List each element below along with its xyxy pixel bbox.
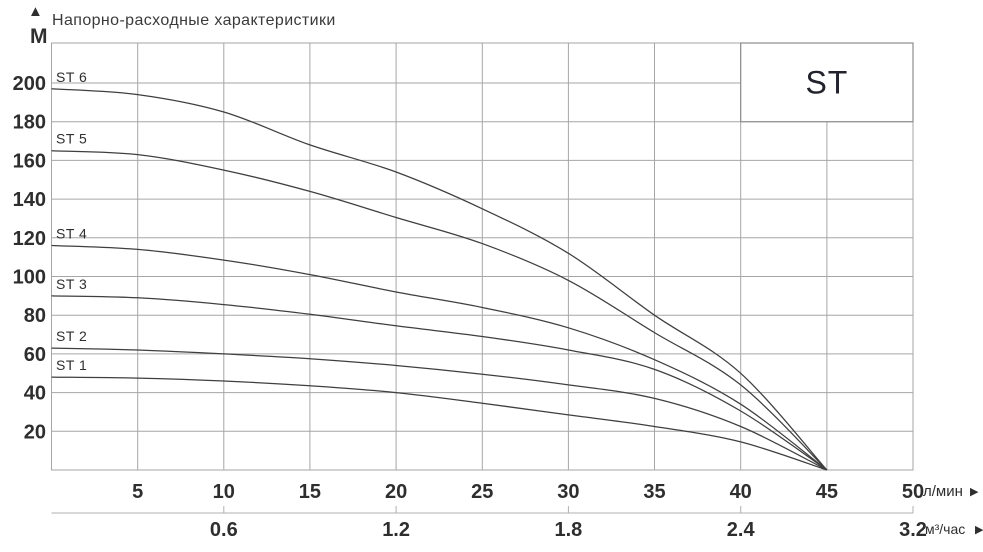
x-tick-label: 45 <box>816 481 838 503</box>
y-tick-label: 80 <box>24 305 46 327</box>
curve-label-st-5: ST 5 <box>56 131 87 147</box>
x2-tick-label: 0.6 <box>210 519 238 541</box>
x2-tick-label: 1.2 <box>382 519 410 541</box>
y-tick-label: 120 <box>13 228 46 250</box>
chart-title: Напорно-расходные характеристики <box>52 12 336 29</box>
x-tick-label: 20 <box>385 481 407 503</box>
series-badge-label: ST <box>805 64 848 100</box>
curve-label-st-1: ST 1 <box>56 357 87 373</box>
x-tick-label: 50 <box>902 481 924 503</box>
x-unit-label: л/мин <box>923 483 963 500</box>
y-tick-label: 60 <box>24 344 46 366</box>
curve-st-5 <box>51 150 828 471</box>
curve-st-3 <box>51 295 828 471</box>
x-tick-label: 30 <box>557 481 579 503</box>
y-tick-label: 140 <box>13 189 46 211</box>
x-tick-label: 25 <box>471 481 493 503</box>
curve-st-2 <box>51 347 828 471</box>
x2-tick-label: 3.2 <box>899 519 927 541</box>
x-tick-label: 40 <box>730 481 752 503</box>
x2-tick-label: 2.4 <box>727 519 756 541</box>
x-unit-arrow-icon: ▶ <box>970 486 979 498</box>
y-axis-unit-label: М <box>30 25 48 48</box>
y-tick-label: 180 <box>13 112 46 134</box>
curve-label-st-3: ST 3 <box>56 276 87 292</box>
x-tick-label: 15 <box>299 481 321 503</box>
y-axis-arrow-icon: ▲ <box>28 3 43 20</box>
plot-border <box>51 42 914 471</box>
x2-unit-label: м³/час <box>925 521 965 537</box>
curve-label-st-6: ST 6 <box>56 69 87 85</box>
y-tick-label: 160 <box>13 150 46 172</box>
curve-st-4 <box>51 244 828 471</box>
series-badge-box <box>740 42 914 123</box>
x-tick-label: 10 <box>213 481 235 503</box>
x-tick-label: 35 <box>643 481 665 503</box>
curve-label-st-4: ST 4 <box>56 226 87 242</box>
curve-st-1 <box>51 376 828 471</box>
x2-unit-arrow-icon: ▶ <box>975 524 983 536</box>
y-tick-label: 100 <box>13 267 46 289</box>
y-tick-label: 20 <box>24 421 46 443</box>
curve-st-6 <box>51 88 828 471</box>
y-tick-label: 200 <box>13 73 46 95</box>
x2-tick-label: 1.8 <box>554 519 582 541</box>
curve-label-st-2: ST 2 <box>56 328 87 344</box>
x-tick-label: 5 <box>132 481 143 503</box>
y-tick-label: 40 <box>24 383 46 405</box>
